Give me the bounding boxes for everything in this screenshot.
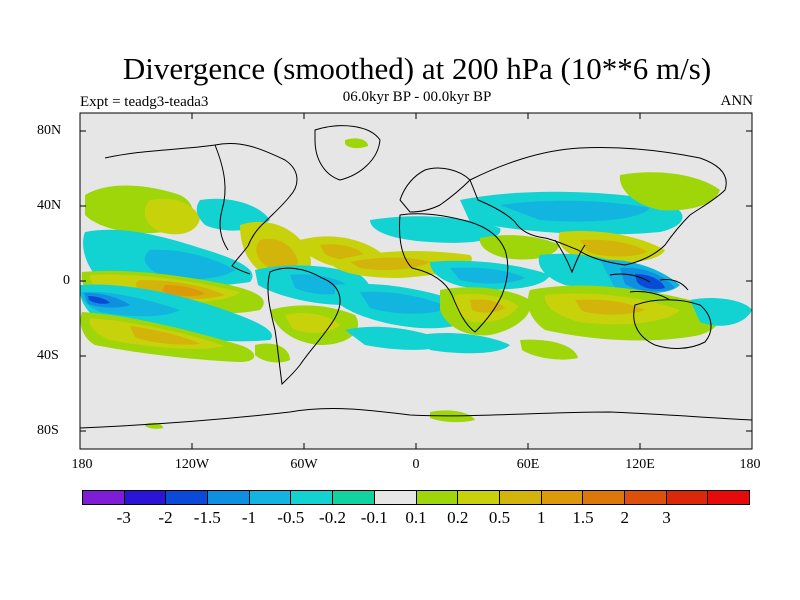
- colorbar-cell: [83, 491, 125, 504]
- colorbar-tick-label: 0.1: [405, 508, 427, 527]
- colorbar-tick-label: 1.5: [572, 508, 594, 527]
- colorbar-tick-label: -2: [158, 508, 173, 527]
- lat-label-80s: 80S: [37, 423, 59, 438]
- field-teal: [370, 216, 501, 243]
- lat-label-40s: 40S: [37, 348, 59, 363]
- colorbar-tick-label: -1.5: [193, 508, 221, 527]
- colorbar-cell: [166, 491, 209, 504]
- lat-label-0: 0: [63, 273, 70, 288]
- field-orange: [575, 299, 645, 315]
- colorbar-cell: [333, 491, 375, 504]
- lon-label-180e: 180: [739, 457, 761, 472]
- lon-label-120w: 120W: [174, 457, 210, 472]
- colorbar-tick-label: 0.5: [488, 508, 511, 527]
- colorbar-tick-label: -1: [241, 508, 257, 527]
- field-orange: [350, 257, 430, 270]
- chart-title: Divergence (smoothed) at 200 hPa (10**6 …: [122, 51, 712, 86]
- colorbar-cell: [541, 491, 584, 504]
- field-yellow: [144, 198, 200, 235]
- colorbar-tick-label: 2: [620, 508, 630, 527]
- colorbar-cell: [666, 491, 709, 504]
- colorbar-tick-label: 1: [537, 508, 546, 527]
- field-orange: [320, 244, 365, 260]
- colorbar-cell: [374, 491, 417, 504]
- coastline: [399, 213, 509, 333]
- colorbar-cell: [624, 491, 667, 504]
- colorbar-tick-label: 0.2: [447, 508, 469, 527]
- colorbar: [82, 490, 750, 505]
- colorbar-cell: [291, 491, 334, 504]
- colorbar-cell: [499, 491, 542, 504]
- lon-label-180w: 180: [71, 457, 93, 472]
- field-teal: [345, 326, 450, 350]
- axis-ticks: [80, 113, 752, 449]
- coastlines: [80, 125, 752, 429]
- field-teal: [690, 298, 752, 326]
- field-cyan: [144, 249, 235, 280]
- lat-label-40n: 40N: [37, 198, 62, 213]
- coastline: [633, 299, 712, 349]
- period-label: ANN: [720, 93, 754, 109]
- colorbar-tick-label: -0.2: [319, 508, 346, 527]
- colorbar-tick-label: -0.1: [360, 508, 388, 527]
- field-deep-blue: [88, 296, 110, 304]
- colorbar-cell: [416, 491, 459, 504]
- field-teal: [420, 333, 510, 354]
- field-blue: [84, 292, 130, 308]
- coastline: [609, 273, 689, 301]
- contour-fields: [80, 138, 752, 429]
- lat-label-80n: 80N: [37, 123, 62, 138]
- colorbar-cell: [583, 491, 625, 504]
- colorbar-tick-label: -0.5: [277, 508, 305, 527]
- field-green: [520, 339, 578, 360]
- field-green: [255, 343, 290, 363]
- field-orange: [256, 238, 298, 272]
- lon-label-0: 0: [412, 457, 420, 472]
- field-orange: [130, 326, 200, 345]
- chart-subtitle: 06.0kyr BP - 00.0kyr BP: [342, 89, 492, 105]
- colorbar-cell: [249, 491, 292, 504]
- colorbar-cell: [708, 491, 749, 504]
- field-orange: [470, 299, 505, 313]
- coastline: [469, 146, 727, 266]
- field-cyan: [500, 200, 650, 222]
- field-yellow: [285, 313, 340, 333]
- coastline: [267, 267, 341, 386]
- coastline: [554, 239, 586, 274]
- coastline: [80, 408, 752, 429]
- coastline: [314, 125, 381, 181]
- field-cyan: [360, 291, 450, 314]
- field-green: [430, 410, 475, 423]
- lon-label-120e: 120E: [625, 457, 655, 472]
- field-orange: [580, 239, 648, 257]
- colorbar-cell: [208, 491, 250, 504]
- colorbar-cell: [124, 491, 167, 504]
- lon-label-60w: 60W: [290, 457, 318, 472]
- colorbar-cell: [458, 491, 500, 504]
- field-green: [619, 172, 720, 211]
- field-green: [345, 138, 368, 149]
- coastline: [104, 142, 298, 275]
- coastline: [214, 144, 229, 251]
- experiment-label: Expt = teadg3-teada3: [80, 94, 209, 110]
- field-dark-orange: [162, 285, 205, 297]
- lon-label-60e: 60E: [516, 457, 540, 472]
- colorbar-tick-label: 3: [662, 508, 671, 527]
- colorbar-tick-label: -3: [116, 508, 131, 527]
